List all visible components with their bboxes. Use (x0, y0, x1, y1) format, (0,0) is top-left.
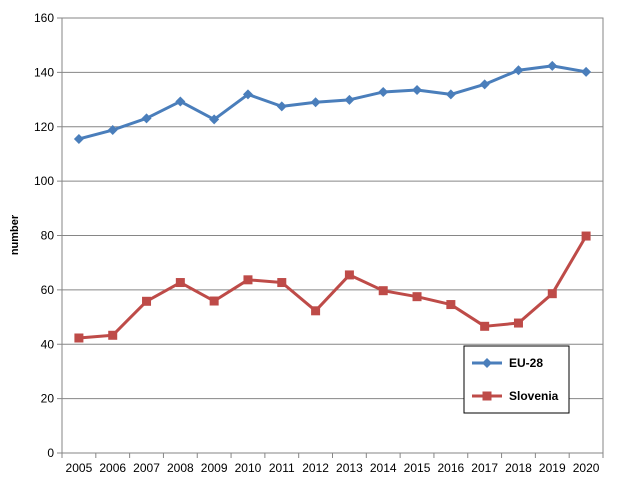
data-point-slovenia (581, 231, 591, 241)
legend-label-eu28: EU-28 (509, 356, 543, 370)
data-point-slovenia (277, 278, 287, 288)
x-tick-label: 2019 (539, 461, 566, 475)
x-tick-label: 2011 (269, 461, 295, 475)
data-point-slovenia (547, 289, 557, 299)
data-point-slovenia (142, 296, 152, 306)
data-point-slovenia (74, 333, 84, 343)
data-point-eu28 (581, 66, 592, 77)
legend-marker-slovenia (482, 391, 492, 401)
data-point-eu28 (310, 97, 321, 108)
data-point-eu28 (344, 94, 355, 105)
data-point-slovenia (378, 286, 388, 296)
legend: EU-28 Slovenia (463, 345, 570, 414)
data-point-eu28 (547, 60, 558, 71)
data-point-slovenia (344, 270, 354, 280)
data-point-slovenia (311, 306, 321, 316)
x-tick-label: 2009 (201, 461, 228, 475)
y-tick-label: 120 (34, 120, 54, 134)
y-axis-title: number (9, 214, 21, 255)
y-tick-label: 40 (41, 337, 55, 351)
x-tick-label: 2005 (66, 461, 93, 475)
legend-box (463, 345, 570, 414)
data-point-slovenia (243, 275, 253, 285)
data-point-eu28 (378, 86, 389, 97)
x-tick-label: 2018 (505, 461, 532, 475)
x-tick-label: 2015 (404, 461, 431, 475)
x-tick-label: 2016 (437, 461, 464, 475)
data-point-eu28 (276, 101, 287, 112)
x-tick-label: 2006 (99, 461, 126, 475)
y-tick-label: 80 (41, 229, 55, 243)
data-point-eu28 (209, 114, 220, 125)
y-tick-label: 140 (34, 65, 54, 79)
data-point-eu28 (513, 65, 524, 76)
x-tick-label: 2012 (302, 461, 329, 475)
gridlines (62, 71, 603, 400)
data-point-eu28 (412, 85, 423, 96)
x-tick-label: 2013 (336, 461, 363, 475)
data-point-slovenia (175, 278, 185, 288)
plot-area-border (61, 17, 604, 454)
legend-label-slovenia: Slovenia (509, 389, 559, 403)
data-point-eu28 (445, 89, 456, 100)
y-axis-ticks: 0 20 40 60 80 100 120 140 160 (34, 11, 62, 460)
data-point-eu28 (141, 113, 152, 124)
x-tick-label: 2017 (471, 461, 498, 475)
x-tick-label: 2008 (167, 461, 194, 475)
y-tick-label: 60 (41, 283, 55, 297)
data-point-eu28 (479, 79, 490, 90)
data-point-eu28 (175, 96, 186, 107)
data-point-slovenia (446, 300, 456, 310)
x-tick-label: 2007 (133, 461, 160, 475)
data-point-slovenia (209, 296, 219, 306)
data-point-slovenia (108, 330, 118, 340)
data-point-eu28 (107, 125, 118, 136)
series-line-eu28 (78, 64, 587, 141)
series-line-slovenia (78, 235, 588, 340)
data-point-slovenia (480, 321, 490, 331)
x-tick-label: 2020 (573, 461, 600, 475)
data-point-eu28 (73, 133, 84, 144)
x-tick-label: 2010 (235, 461, 262, 475)
y-tick-label: 100 (34, 174, 54, 188)
series-layer (73, 60, 592, 343)
y-tick-label: 0 (47, 446, 54, 460)
legend-marker-eu28 (482, 358, 492, 368)
x-axis-ticks: 2005 2006 2007 2008 2009 2010 2011 2012 2013 2014… (61, 453, 604, 475)
data-point-slovenia (412, 292, 422, 302)
data-point-slovenia (513, 318, 523, 328)
y-tick-label: 160 (34, 11, 54, 25)
y-tick-label: 20 (41, 392, 55, 406)
data-point-eu28 (242, 89, 253, 100)
x-tick-label: 2014 (370, 461, 397, 475)
